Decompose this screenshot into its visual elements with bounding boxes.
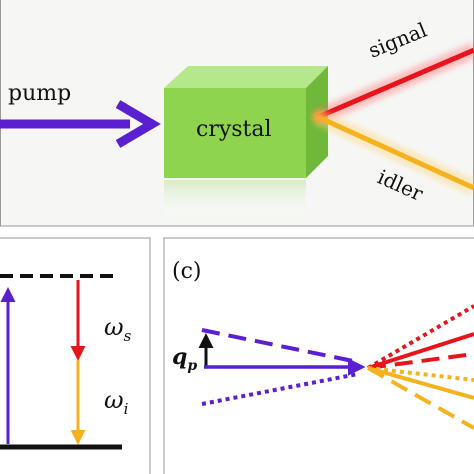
qp-label: qp — [172, 344, 197, 374]
panel-b: ωs ωi — [0, 237, 151, 474]
pump-beam — [0, 100, 161, 148]
panel-c-label: (c) — [172, 259, 202, 284]
crystal-label: crystal — [196, 117, 272, 142]
signal-beam — [314, 42, 474, 125]
signal-beam-dashed — [367, 352, 474, 370]
signal-beam-solid — [367, 332, 474, 370]
panel-c: (c) qp — [163, 237, 474, 474]
idler-beam-dotted — [367, 366, 474, 382]
crystal-block — [164, 66, 328, 178]
idler-beam — [314, 109, 474, 196]
omega-s-label: ωs — [104, 313, 132, 345]
pump-label: pump — [8, 81, 71, 106]
pump-arrowhead — [115, 100, 161, 148]
idler-beam-solid — [367, 366, 474, 400]
panel-a: pump crystal signal idler — [0, 0, 474, 227]
omega-i-label: ωi — [104, 386, 129, 418]
panel-b-border — [0, 237, 151, 474]
idler-beam-dashed — [367, 366, 474, 430]
pump-beam-dotted — [201, 372, 359, 406]
crystal-reflection — [164, 180, 306, 220]
crystal-exit-glow — [312, 111, 324, 123]
